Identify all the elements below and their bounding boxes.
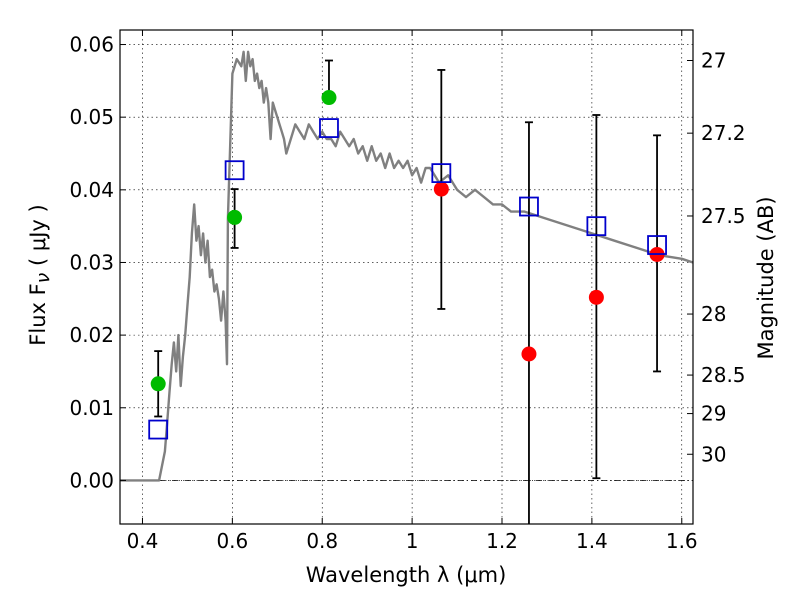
model-band-square-marker — [647, 235, 667, 255]
right-tick-label: 27.2 — [701, 121, 746, 145]
x-tick-label: 1.4 — [576, 529, 608, 553]
y-tick-label: 0.01 — [69, 396, 114, 420]
right-tick-label: 30 — [701, 442, 726, 466]
y-axis-ticks: 0.00 0.01 0.02 0.03 0.04 0.05 0.06 — [69, 33, 126, 492]
model-band-square-marker — [319, 118, 339, 138]
model-spectrum — [120, 50, 694, 482]
model-band-square-marker — [431, 163, 452, 184]
y-axis-label-flux: Flux F — [26, 283, 50, 345]
red-data-point — [521, 346, 537, 362]
y-tick-label: 0.05 — [69, 105, 114, 129]
red-data-point — [433, 181, 449, 197]
x-tick-label: 1.2 — [486, 529, 518, 553]
green-data-point — [321, 90, 337, 106]
right-tick-label: 27 — [701, 49, 726, 73]
right-axis-ticks: 27 27.2 27.5 28 28.5 29 30 — [687, 49, 746, 466]
right-tick-label: 28.5 — [701, 363, 746, 387]
x-tick-label: 0.4 — [127, 529, 159, 553]
model-spectrum-line — [120, 50, 694, 482]
green-data-point — [150, 376, 166, 392]
y-axis-label-right: Magnitude (AB) — [754, 196, 778, 359]
model-band-square-marker — [519, 196, 539, 217]
right-tick-label: 27.5 — [701, 204, 746, 228]
green-data-point — [227, 209, 243, 225]
right-tick-label: 29 — [701, 402, 726, 426]
red-data-point — [588, 289, 604, 305]
model-band-square-marker — [224, 160, 245, 181]
x-tick-label: 0.8 — [306, 529, 338, 553]
plot-frame — [119, 29, 694, 525]
y-tick-label: 0.03 — [69, 250, 114, 274]
y-axis-label-nu: ν — [32, 272, 54, 283]
x-axis-ticks: 0.4 0.6 0.8 1 1.2 1.4 1.6 — [127, 30, 698, 553]
x-tick-label: 1.6 — [666, 529, 698, 553]
model-band-square-marker — [148, 419, 169, 440]
y-tick-label: 0.00 — [69, 468, 114, 492]
y-axis-label-left: Flux Fν ( μJy ) — [26, 204, 54, 345]
y-tick-label: 0.06 — [69, 33, 114, 57]
x-tick-label: 0.6 — [216, 529, 248, 553]
x-tick-label: 1 — [406, 529, 419, 553]
y-axis-label-unit: ( μJy ) — [26, 204, 50, 272]
x-axis-label: Wavelength λ (μm) — [306, 563, 507, 587]
right-tick-label: 28 — [701, 302, 726, 326]
y-tick-label: 0.04 — [69, 178, 114, 202]
y-tick-label: 0.02 — [69, 323, 114, 347]
model-band-square-marker — [586, 216, 607, 237]
data-markers — [148, 90, 667, 440]
